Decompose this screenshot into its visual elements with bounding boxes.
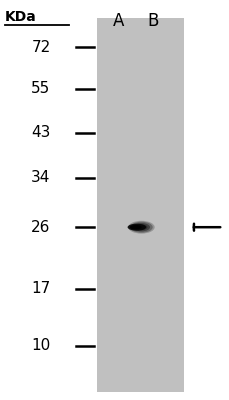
Ellipse shape — [127, 224, 145, 231]
Bar — [96, 85, 183, 93]
Bar — [96, 370, 183, 377]
Bar — [96, 70, 183, 78]
Bar — [96, 100, 183, 108]
Text: B: B — [147, 12, 158, 30]
Bar — [96, 317, 183, 325]
Bar — [96, 235, 183, 242]
Bar — [96, 190, 183, 198]
Bar — [96, 26, 183, 33]
Bar — [96, 228, 183, 235]
Bar — [96, 302, 183, 310]
Bar — [96, 332, 183, 340]
Ellipse shape — [135, 224, 147, 230]
Bar — [96, 287, 183, 295]
Ellipse shape — [130, 222, 152, 233]
Bar — [96, 198, 183, 205]
Text: KDa: KDa — [5, 10, 36, 24]
Bar — [96, 265, 183, 272]
Ellipse shape — [132, 223, 149, 231]
Text: 55: 55 — [31, 81, 50, 96]
Bar — [96, 115, 183, 123]
Bar — [96, 33, 183, 40]
Bar — [96, 48, 183, 56]
Bar — [96, 93, 183, 100]
Bar — [96, 212, 183, 220]
Bar — [96, 78, 183, 85]
Text: 17: 17 — [31, 281, 50, 296]
Bar — [96, 130, 183, 138]
Text: 72: 72 — [31, 40, 50, 55]
Text: A: A — [112, 12, 124, 30]
Bar — [96, 257, 183, 265]
Bar — [96, 250, 183, 257]
Bar — [96, 123, 183, 130]
Bar — [96, 153, 183, 160]
Bar — [96, 168, 183, 175]
Bar — [96, 310, 183, 317]
Bar — [96, 325, 183, 332]
Bar — [96, 280, 183, 287]
Bar — [96, 220, 183, 228]
Bar — [96, 18, 183, 26]
Bar — [96, 340, 183, 347]
Text: 34: 34 — [31, 170, 50, 186]
Bar — [96, 242, 183, 250]
Bar — [96, 40, 183, 48]
Bar — [96, 205, 183, 212]
Bar — [96, 63, 183, 70]
Bar — [96, 272, 183, 280]
Bar — [96, 362, 183, 370]
Bar — [96, 55, 183, 63]
Bar — [96, 354, 183, 362]
Bar — [96, 145, 183, 153]
Ellipse shape — [128, 221, 154, 234]
Text: 43: 43 — [31, 125, 50, 140]
Text: 26: 26 — [31, 220, 50, 235]
Bar — [96, 160, 183, 168]
Bar — [96, 108, 183, 115]
Ellipse shape — [129, 225, 141, 230]
Text: 10: 10 — [31, 338, 50, 354]
Bar — [96, 384, 183, 392]
Bar — [96, 18, 183, 392]
Bar — [96, 295, 183, 302]
Bar — [96, 182, 183, 190]
Bar — [96, 138, 183, 145]
Bar — [96, 347, 183, 354]
Bar — [96, 377, 183, 384]
Bar — [96, 175, 183, 182]
Ellipse shape — [137, 226, 144, 229]
